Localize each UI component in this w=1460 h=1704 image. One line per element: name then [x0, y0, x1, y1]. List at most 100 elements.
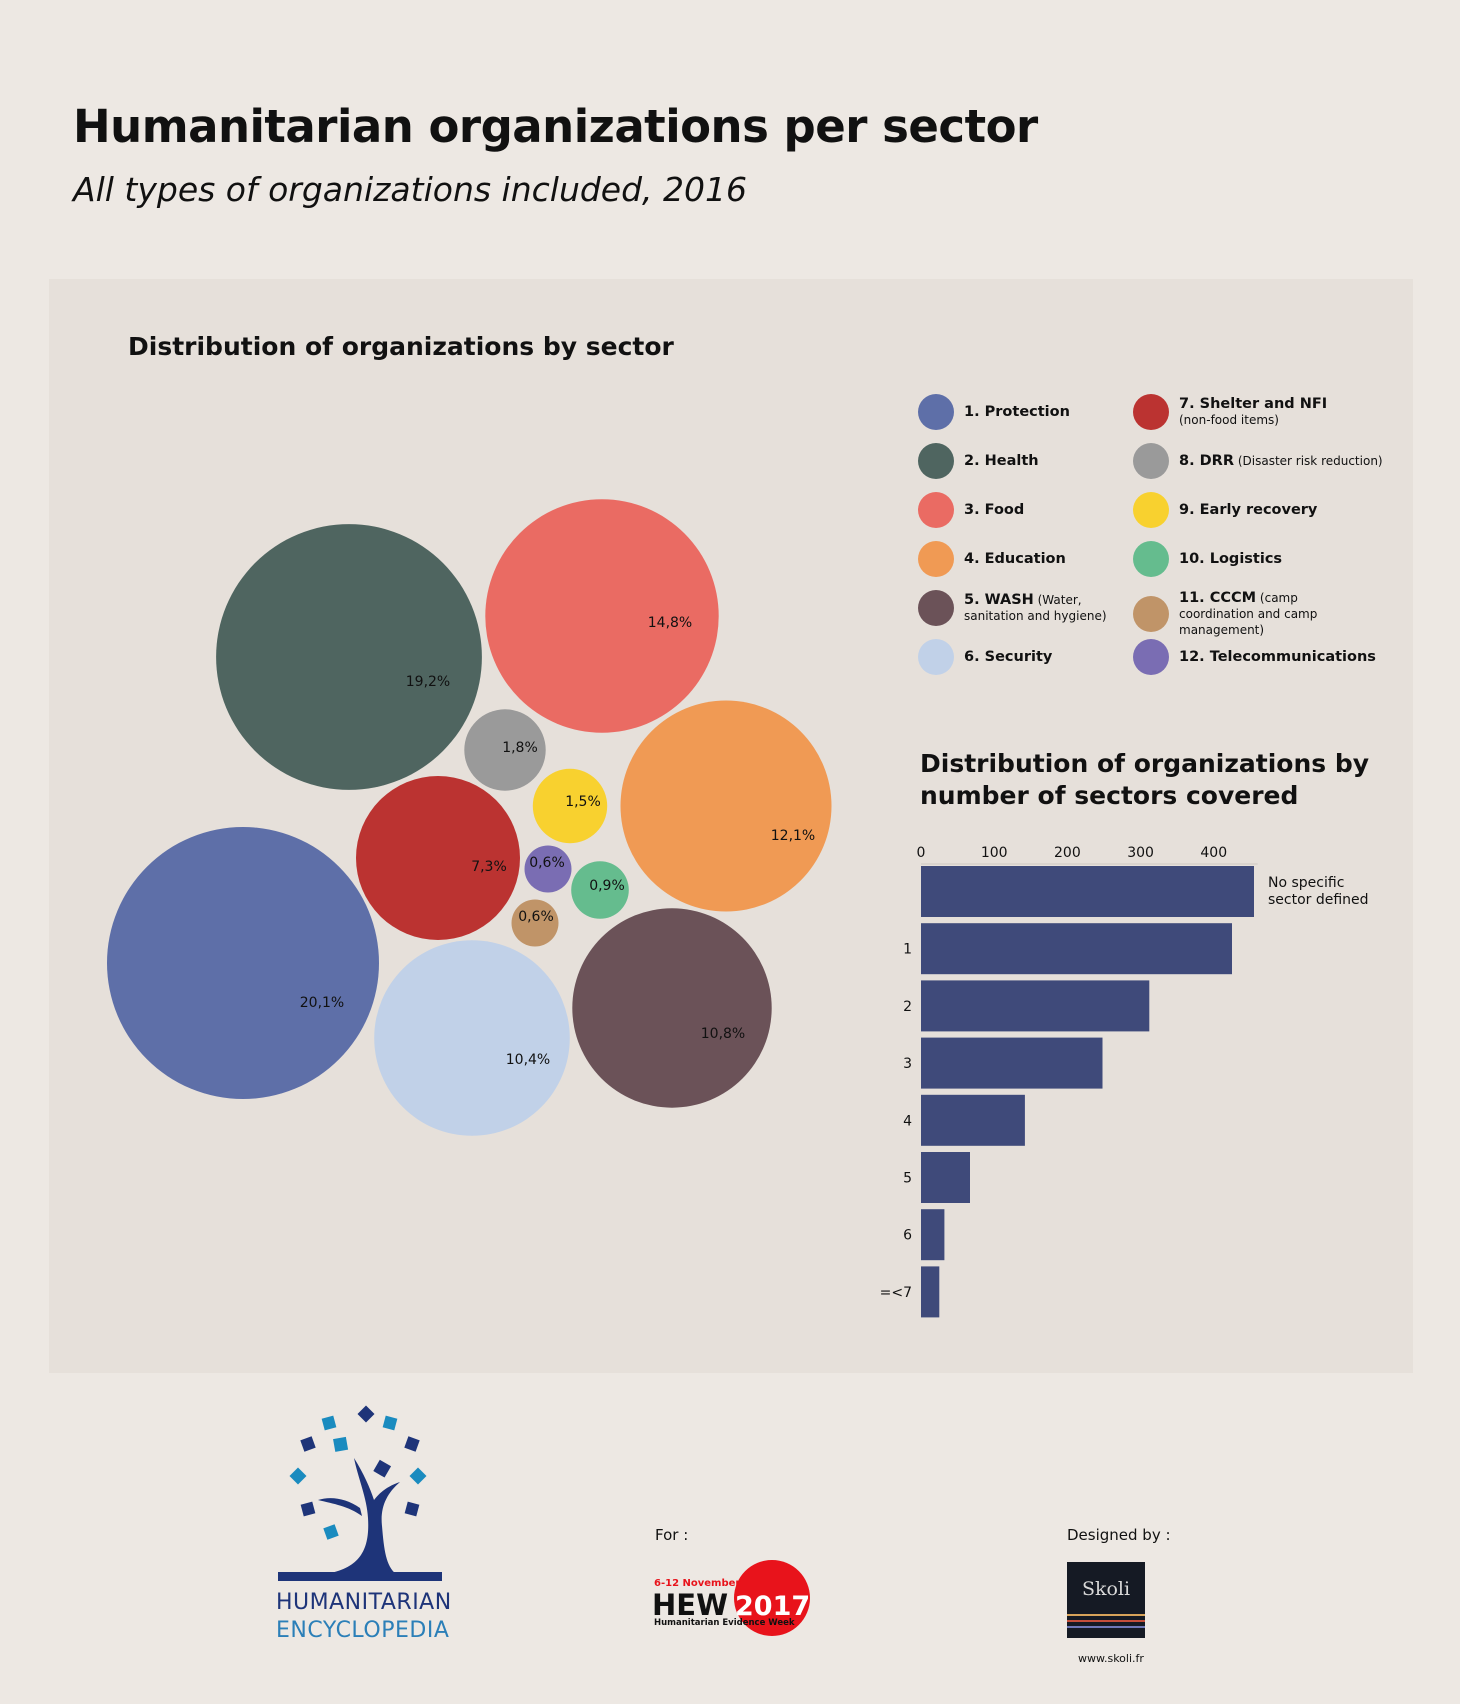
bubble-label-food: 14,8% [648, 615, 692, 631]
bar [921, 866, 1254, 917]
page-subtitle: All types of organizations included, 201… [73, 170, 748, 209]
legend-item: 12. Telecommunications [1133, 639, 1376, 675]
bar [921, 1094, 1025, 1146]
bar [921, 1152, 970, 1203]
legend-name: 10. Logistics [1179, 551, 1283, 567]
skoli-logo-text: Skoli [1081, 1578, 1131, 1600]
bubble-label-education: 12,1% [771, 828, 815, 844]
bar-category-label: =<7 [880, 1285, 912, 1301]
legend-swatch [1133, 639, 1169, 675]
legend-item: 6. Security [918, 639, 1052, 675]
bubble-protection [107, 827, 379, 1099]
humanitarian-encyclopedia-logo [278, 1405, 442, 1581]
legend-name: 7. Shelter and NFI [1179, 396, 1328, 412]
legend-detail: (non-food items) [1179, 413, 1279, 427]
legend-name: 3. Food [964, 502, 1025, 518]
legend-name: 9. Early recovery [1179, 502, 1318, 518]
bubble-food [485, 499, 719, 733]
legend-label: 3. Food [964, 502, 1024, 518]
bar-category-label: 3 [903, 1056, 912, 1072]
legend-name: 11. CCCM [1179, 590, 1257, 606]
legend-detail: (Water, sanitation and hygiene) [964, 593, 1107, 623]
bubble-drr [464, 709, 546, 791]
legend-item: 3. Food [918, 492, 1024, 528]
legend-label: 6. Security [964, 649, 1052, 665]
legend-name: 8. DRR [1179, 453, 1235, 469]
bubble-education [620, 700, 832, 912]
legend-detail: (camp coordination and camp management) [1179, 591, 1318, 637]
bubble-early-recovery [532, 768, 608, 844]
legend-item: 10. Logistics [1133, 541, 1282, 577]
legend-swatch [918, 541, 954, 577]
legend-item: 8. DRR (Disaster risk reduction) [1133, 443, 1383, 479]
bar [921, 1209, 945, 1261]
skoli-logo: Skoli [1067, 1562, 1145, 1638]
legend-item: 1. Protection [918, 394, 1070, 430]
bubble-label-shelter-and-nfi: 7,3% [471, 859, 507, 875]
bubble-chart-title: Distribution of organizations by sector [128, 332, 674, 361]
bubble-shelter-and-nfi [356, 776, 520, 940]
legend-item: 11. CCCM (camp coordination and camp man… [1133, 590, 1354, 638]
bar-chart-title: Distribution of organizations by number … [920, 749, 1370, 810]
legend-swatch [1133, 541, 1169, 577]
x-tick-label: 400 [1200, 845, 1227, 861]
legend-label: 8. DRR (Disaster risk reduction) [1179, 453, 1383, 469]
legend-swatch [1133, 492, 1169, 528]
legend-item: 9. Early recovery [1133, 492, 1317, 528]
legend-swatch [1133, 443, 1169, 479]
designed-by-label: Designed by : [1067, 1526, 1171, 1544]
legend-swatch [918, 443, 954, 479]
logo-text-line1: HUMANITARIAN [276, 1590, 452, 1615]
legend-name: 2. Health [964, 453, 1039, 469]
bar [921, 1037, 1103, 1089]
legend-label: 1. Protection [964, 404, 1070, 420]
bubble-label-drr: 1,8% [502, 740, 538, 756]
legend-name: 6. Security [964, 649, 1053, 665]
bubble-label-health: 19,2% [406, 674, 450, 690]
legend-label: 12. Telecommunications [1179, 649, 1376, 665]
bar-category-label: 6 [903, 1228, 912, 1244]
legend-swatch [1133, 596, 1169, 632]
skoli-line [1067, 1614, 1145, 1616]
bubble-label-telecommunications: 0,6% [529, 855, 565, 871]
legend-swatch [918, 492, 954, 528]
legend-item: 2. Health [918, 443, 1039, 479]
bubble-label-early-recovery: 1,5% [565, 794, 601, 810]
legend-swatch [918, 394, 954, 430]
page-title: Humanitarian organizations per sector [73, 100, 1038, 153]
bubble-wash [572, 908, 772, 1108]
legend-item: 7. Shelter and NFI (non-food items) [1133, 394, 1327, 430]
tree-icon [278, 1405, 442, 1581]
legend-label: 11. CCCM (camp coordination and camp man… [1179, 590, 1354, 638]
bubble-label-wash: 10,8% [701, 1026, 745, 1042]
legend-label: 7. Shelter and NFI (non-food items) [1179, 396, 1327, 428]
legend-swatch [918, 590, 954, 626]
skoli-line [1067, 1620, 1145, 1622]
bar-category-label: 4 [903, 1113, 912, 1129]
legend-swatch [1133, 394, 1169, 430]
legend-label: 2. Health [964, 453, 1039, 469]
x-tick-label: 0 [917, 845, 926, 861]
x-tick-label: 200 [1054, 845, 1081, 861]
legend-label: 5. WASH (Water, sanitation and hygiene) [964, 592, 1139, 624]
bubble-label-protection: 20,1% [300, 995, 344, 1011]
legend-detail: (Disaster risk reduction) [1234, 454, 1383, 468]
legend-swatch [918, 639, 954, 675]
hew-year: 2017 [735, 1591, 810, 1622]
hew-dates: 6-12 November [654, 1578, 740, 1589]
legend-label: 10. Logistics [1179, 551, 1282, 567]
skoli-line [1067, 1626, 1145, 1628]
bubble-cccm [511, 899, 559, 947]
legend-name: 1. Protection [964, 404, 1070, 420]
bubble-label-logistics: 0,9% [589, 878, 625, 894]
bar-category-label: 2 [903, 999, 912, 1015]
bar-category-label: 1 [903, 942, 912, 958]
bubble-telecommunications [524, 845, 572, 893]
x-tick-label: 100 [981, 845, 1008, 861]
for-label: For : [655, 1526, 689, 1544]
logo-text-line2: ENCYCLOPEDIA [276, 1618, 450, 1643]
bubble-label-cccm: 0,6% [518, 909, 554, 925]
x-tick-label: 300 [1127, 845, 1154, 861]
